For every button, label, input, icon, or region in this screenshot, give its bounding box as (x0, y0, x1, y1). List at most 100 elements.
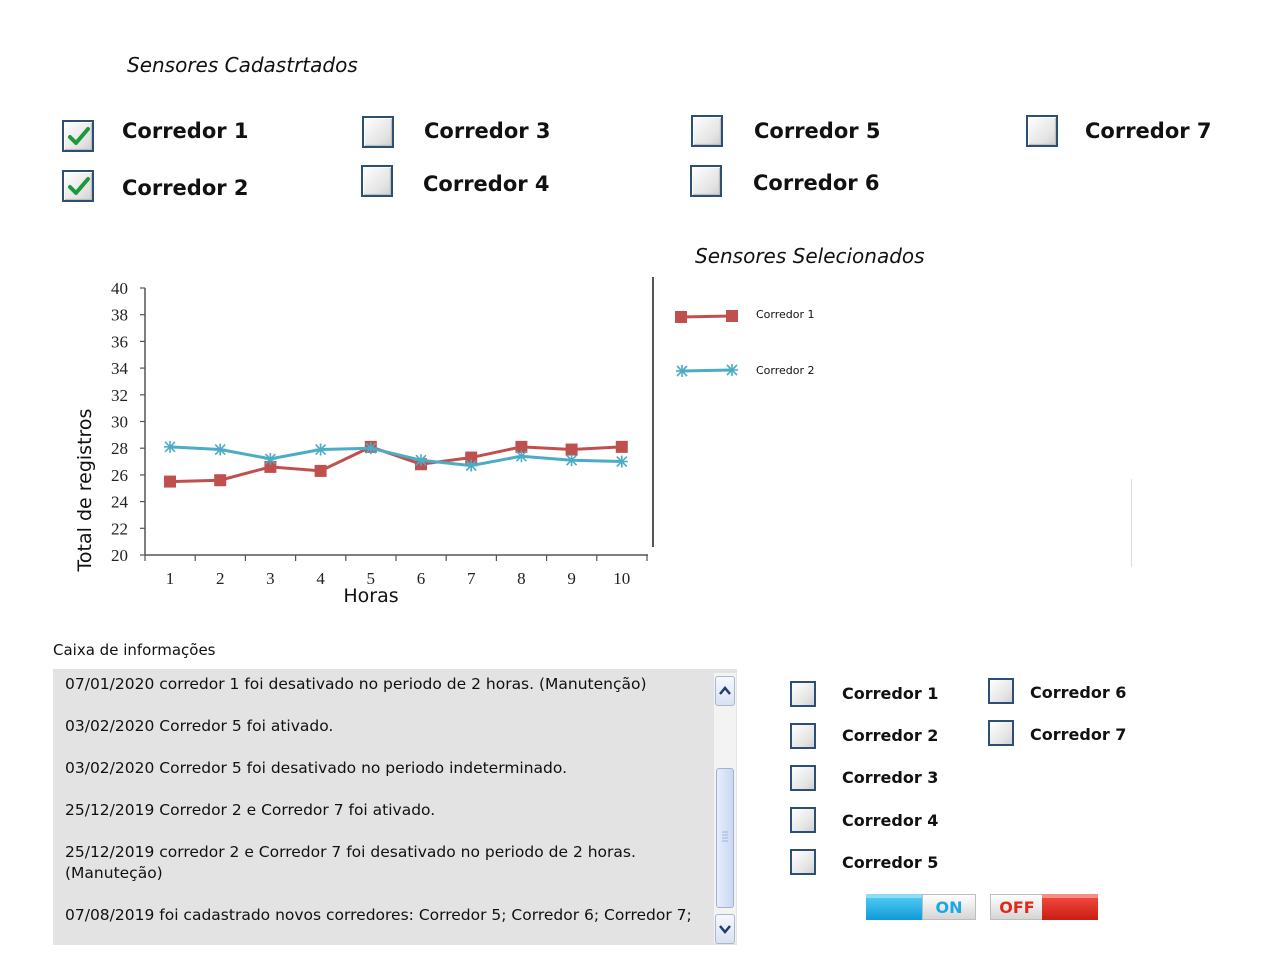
select-corredor-5[interactable] (790, 849, 816, 875)
scrollbar[interactable] (714, 673, 736, 944)
y-axis-title: Total de registros (74, 409, 96, 573)
check-icon (68, 177, 90, 195)
checkbox-corredor-6[interactable] (690, 165, 722, 197)
legend-label-corredor-1: Corredor 1 (756, 308, 815, 321)
x-tick-label: 7 (467, 569, 476, 588)
select-corredor-3[interactable] (790, 765, 816, 791)
legend-swatch-corredor-2 (676, 364, 738, 377)
divider-line (1131, 479, 1132, 567)
data-point (515, 440, 528, 453)
label-corredor-3: Corredor 3 (424, 119, 551, 143)
select-corredor-6[interactable] (988, 678, 1014, 704)
x-tick-label: 5 (367, 569, 376, 588)
toggle-on-track (866, 894, 924, 920)
data-point (314, 464, 327, 477)
toggle-off-track (1042, 894, 1098, 920)
scroll-up-button[interactable] (715, 676, 735, 706)
y-tick-label: 38 (111, 306, 128, 325)
select-corredor-7[interactable] (988, 720, 1014, 746)
y-tick-label: 22 (111, 519, 128, 538)
checkbox-corredor-4[interactable] (361, 165, 393, 197)
y-tick-label: 24 (111, 493, 129, 512)
x-tick-label: 9 (567, 569, 576, 588)
data-point (364, 442, 377, 455)
label-corredor-7: Corredor 7 (1085, 119, 1212, 143)
checkbox-corredor-3[interactable] (362, 116, 394, 148)
data-point (465, 459, 478, 472)
data-point (214, 474, 227, 487)
series-line (169, 445, 622, 468)
info-box: 07/01/2020 corredor 1 foi desativado no … (53, 669, 737, 945)
x-tick-label: 1 (166, 569, 175, 588)
toggle-off-label: OFF (990, 894, 1044, 920)
toggle-on-label: ON (922, 894, 976, 920)
registered-sensors-title: Sensores Cadastrtados (127, 53, 358, 77)
info-item: 03/02/2020 Corredor 5 foi ativado. (65, 717, 334, 735)
y-tick-label: 26 (111, 466, 128, 485)
checkbox-corredor-5[interactable] (691, 115, 723, 147)
checkbox-corredor-2[interactable] (62, 170, 94, 202)
label-corredor-2: Corredor 2 (122, 176, 249, 200)
data-point (615, 455, 628, 468)
data-point (264, 452, 277, 465)
info-item: 25/12/2019 Corredor 2 e Corredor 7 foi a… (65, 801, 436, 819)
select-label-corredor-3: Corredor 3 (842, 768, 939, 787)
x-tick-label: 3 (266, 569, 275, 588)
scroll-thumb[interactable] (716, 768, 734, 908)
data-point (314, 443, 327, 456)
y-tick-label: 40 (111, 279, 128, 298)
legend-label-corredor-2: Corredor 2 (756, 364, 815, 377)
info-item: 03/02/2020 Corredor 5 foi desativado no … (65, 759, 568, 777)
toggle-on[interactable]: ON (866, 892, 976, 922)
checkbox-corredor-7[interactable] (1026, 115, 1058, 147)
info-list: 07/01/2020 corredor 1 foi desativado no … (65, 674, 715, 945)
y-tick-label: 20 (111, 546, 128, 565)
chevron-down-icon (719, 925, 731, 934)
select-label-corredor-5: Corredor 5 (842, 853, 939, 872)
toggle-off[interactable]: OFF (990, 892, 1100, 922)
line-chart: 20 22 24 26 28 30 32 34 36 38 40 1 2 3 4 5 6 7 8 9 10 Horas To… (55, 232, 657, 627)
data-point (164, 440, 176, 453)
checkbox-corredor-1[interactable] (62, 120, 94, 152)
label-corredor-4: Corredor 4 (423, 172, 550, 196)
data-point (214, 443, 227, 456)
y-tick-label: 32 (111, 386, 128, 405)
y-tick-label: 34 (111, 359, 129, 378)
label-corredor-5: Corredor 5 (754, 119, 881, 143)
select-label-corredor-2: Corredor 2 (842, 726, 939, 745)
data-point (465, 451, 478, 464)
data-point (565, 454, 578, 467)
x-tick-label: 4 (316, 569, 325, 588)
y-tick-label: 30 (111, 413, 128, 432)
select-corredor-4[interactable] (790, 807, 816, 833)
data-point (615, 440, 628, 453)
select-label-corredor-1: Corredor 1 (842, 684, 939, 703)
info-item: 07/01/2020 corredor 1 foi desativado no … (65, 675, 647, 693)
grip-icon (722, 831, 728, 842)
data-point (264, 460, 277, 473)
select-label-corredor-7: Corredor 7 (1030, 725, 1127, 744)
info-item: 25/12/2019 corredor 2 e Corredor 7 foi d… (65, 843, 636, 882)
data-point (565, 443, 578, 456)
data-point (515, 450, 528, 463)
select-corredor-1[interactable] (790, 681, 816, 707)
scroll-down-button[interactable] (715, 914, 735, 944)
select-label-corredor-4: Corredor 4 (842, 811, 939, 830)
info-item: 07/08/2019 foi cadastrado novos corredor… (65, 906, 692, 924)
selected-sensors-title: Sensores Selecionados (695, 244, 925, 268)
x-tick-label: 10 (613, 569, 630, 588)
y-tick-label: 28 (111, 439, 128, 458)
label-corredor-1: Corredor 1 (122, 119, 249, 143)
data-point (415, 454, 427, 467)
label-corredor-6: Corredor 6 (753, 171, 880, 195)
check-icon (68, 127, 90, 145)
x-axis-title: Horas (343, 585, 398, 607)
chevron-up-icon (719, 686, 731, 695)
x-tick-label: 2 (216, 569, 225, 588)
select-corredor-2[interactable] (790, 723, 816, 749)
legend-swatch-corredor-1 (675, 310, 738, 323)
legend-divider (652, 277, 654, 547)
x-tick-label: 6 (417, 569, 426, 588)
data-point (164, 475, 176, 488)
